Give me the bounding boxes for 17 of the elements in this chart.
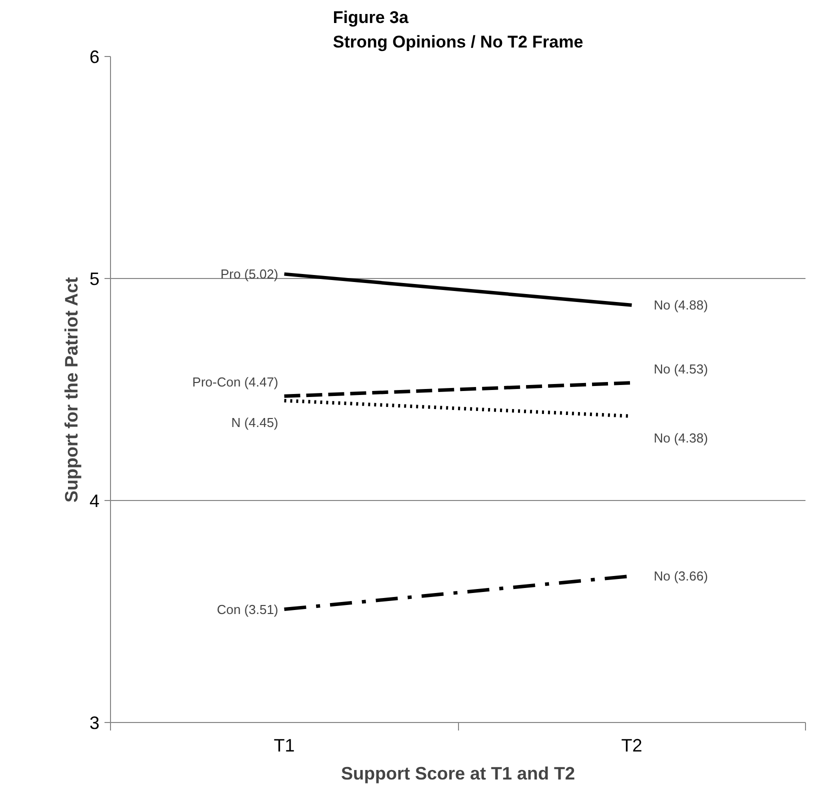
y-tick-label: 3 <box>89 713 100 733</box>
x-tick-label: T2 <box>621 736 642 756</box>
y-tick-label: 4 <box>89 491 100 511</box>
annotation: No (3.66) <box>654 568 708 584</box>
annotation: Pro-Con (4.47) <box>192 374 278 390</box>
annotation: Pro (5.02) <box>220 266 278 282</box>
y-tick-label: 5 <box>89 269 100 289</box>
x-tick-label: T1 <box>274 736 295 756</box>
annotation: N (4.45) <box>231 415 278 430</box>
x-axis-title: Support Score at T1 and T2 <box>340 764 576 784</box>
annotation: No (4.88) <box>654 298 708 313</box>
annotation: Con (3.51) <box>216 602 278 617</box>
chart-title: Figure 3a Strong Opinions / No T2 Frame <box>332 8 584 52</box>
annotation: No (4.53) <box>654 361 708 376</box>
y-tick-label: 6 <box>89 47 100 67</box>
annotation: No (4.38) <box>654 430 708 446</box>
y-axis-title: Support for the Patriot Act <box>61 277 82 502</box>
